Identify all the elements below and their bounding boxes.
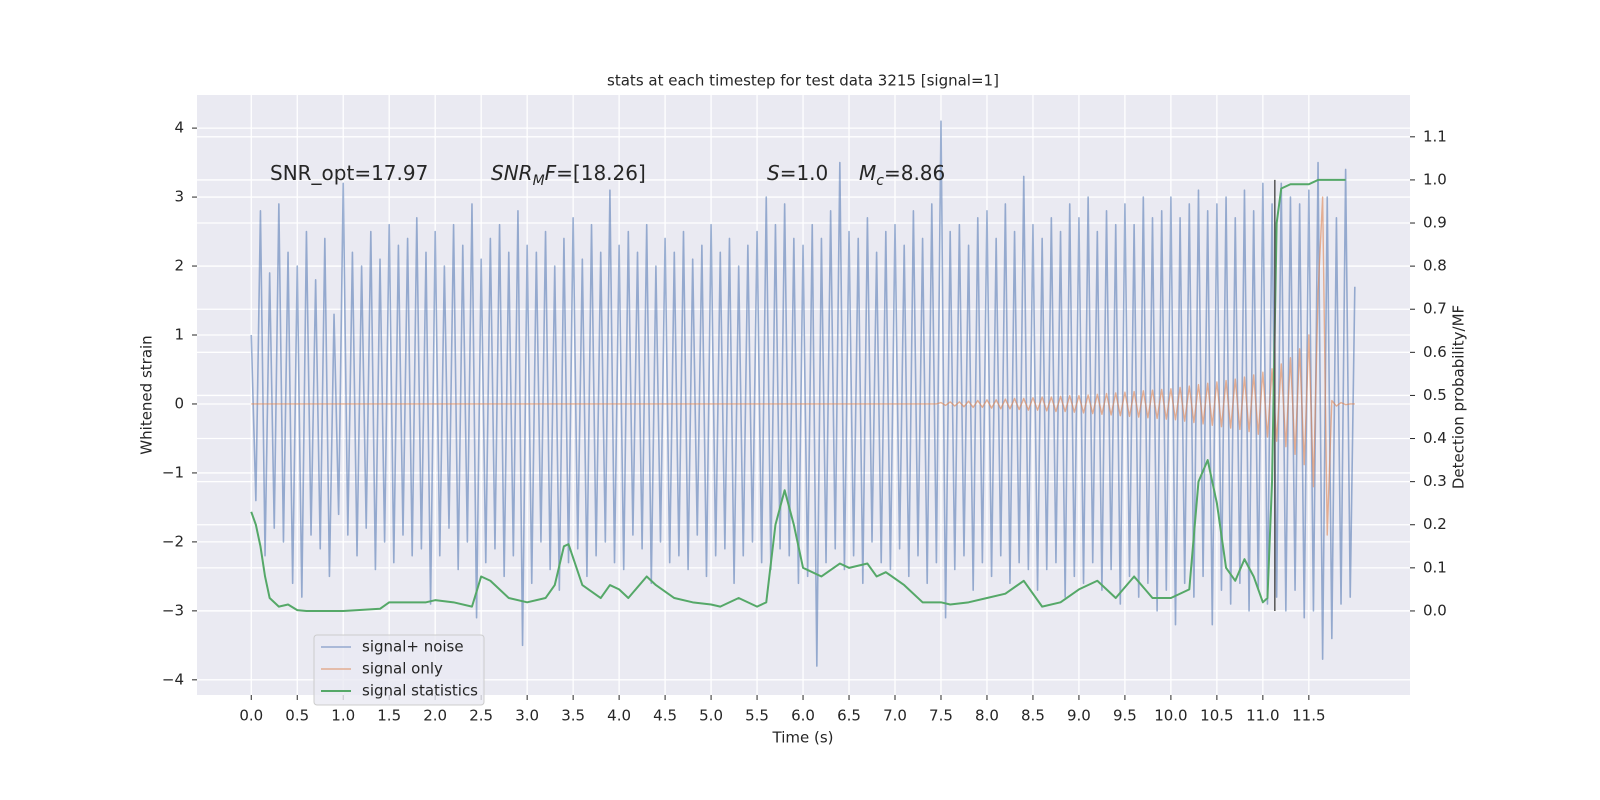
x-tick-label: 10.5 <box>1200 707 1233 725</box>
legend-label: signal+ noise <box>362 638 464 656</box>
annotation-part: M <box>859 161 876 185</box>
x-tick-label: 9.5 <box>1113 707 1137 725</box>
y-axis-label: Whitened strain <box>138 335 156 454</box>
series-line <box>250 120 1356 667</box>
legend-box <box>313 634 485 706</box>
annotation: SNRMF=[18.26] <box>491 161 646 189</box>
x-tick-label: 3.5 <box>561 707 585 725</box>
annotation-part: =8.86 <box>884 161 945 185</box>
y2-tick-label: 0.3 <box>1423 472 1447 490</box>
x-tick-label: 1.5 <box>377 707 401 725</box>
y2-tick-label: 0.4 <box>1423 429 1447 447</box>
y2-tick-label: 0.1 <box>1423 558 1447 576</box>
x-tick-label: 8.5 <box>1021 707 1045 725</box>
annotation-part: M <box>533 173 545 189</box>
x-tick-label: 7.0 <box>883 707 907 725</box>
annotation-part: =1.0 <box>780 161 829 185</box>
y-tick-label: 3 <box>174 188 184 206</box>
annotation-part: c <box>876 173 884 189</box>
x-tick-label: 0.5 <box>285 707 309 725</box>
chart-title: stats at each timestep for test data 321… <box>607 72 999 90</box>
grid <box>197 95 1410 695</box>
annotation-part: SNR_opt=17.97 <box>270 161 428 185</box>
legend: signal+ noise signal only signal statistic… <box>313 634 485 706</box>
x-tick-label: 11.5 <box>1292 707 1325 725</box>
x-tick-label: 4.5 <box>653 707 677 725</box>
y-tick-label: −2 <box>162 532 184 550</box>
y-tick-label: −3 <box>162 601 184 619</box>
y2-tick-label: 0.8 <box>1423 257 1447 275</box>
x-tick-label: 4.0 <box>607 707 631 725</box>
annotation: S=1.0 <box>767 161 828 185</box>
y2-tick-label: 1.0 <box>1423 170 1447 188</box>
x-tick-label: 5.5 <box>745 707 769 725</box>
y-tick-label: −1 <box>162 463 184 481</box>
x-tick-label: 8.0 <box>975 707 999 725</box>
x-tick-label: 0.0 <box>239 707 263 725</box>
x-axis-label: Time (s) <box>772 729 834 747</box>
annotation-part: =[18.26] <box>556 161 646 185</box>
legend-label: signal only <box>362 660 443 678</box>
y-tick-label: 4 <box>174 119 184 137</box>
x-tick-label: 2.0 <box>423 707 447 725</box>
x-tick-label: 6.0 <box>791 707 815 725</box>
annotation-part: F <box>545 161 557 185</box>
annotation: Mc=8.86 <box>859 161 945 189</box>
y2-tick-label: 1.1 <box>1423 127 1447 145</box>
marks: SNR_opt=17.97 SNRMF=[18.26] S=1.0 Mc=8.86 <box>250 120 1356 667</box>
series-line <box>250 178 1346 612</box>
x-tick-label: 9.0 <box>1067 707 1091 725</box>
series-line <box>251 196 1355 536</box>
x-tick-label: 10.0 <box>1154 707 1187 725</box>
annotation: SNR_opt=17.97 <box>270 161 428 185</box>
x-tick-label: 6.5 <box>837 707 861 725</box>
y2-axis-label: Detection probability/MF <box>1450 305 1468 489</box>
x-tick-label: 2.5 <box>469 707 493 725</box>
y2-tick-label: 0.6 <box>1423 343 1447 361</box>
x-tick-label: 11.0 <box>1246 707 1279 725</box>
y2-tick-label: 0.9 <box>1423 214 1447 232</box>
x-tick-label: 7.5 <box>929 707 953 725</box>
annotation-part: SNR <box>491 161 533 185</box>
y2-tick-label: 0.2 <box>1423 515 1447 533</box>
legend-label: signal statistics <box>362 682 478 700</box>
x-tick-label: 5.0 <box>699 707 723 725</box>
axes: 0.0 0.5 1.0 1.5 2.0 2.5 3.0 3.5 4.0 4.5 5.0 5.5 6.0 6… <box>162 119 1447 725</box>
y-tick-label: 1 <box>174 326 184 344</box>
annotation-part: S <box>767 161 780 185</box>
y2-tick-label: 0.7 <box>1423 300 1447 318</box>
y-tick-label: −4 <box>162 670 184 688</box>
y-tick-label: 2 <box>174 257 184 275</box>
y-tick-label: 0 <box>174 394 184 412</box>
x-tick-label: 1.0 <box>331 707 355 725</box>
y2-tick-label: 0.5 <box>1423 386 1447 404</box>
y2-tick-label: 0.0 <box>1423 601 1447 619</box>
x-tick-label: 3.0 <box>515 707 539 725</box>
